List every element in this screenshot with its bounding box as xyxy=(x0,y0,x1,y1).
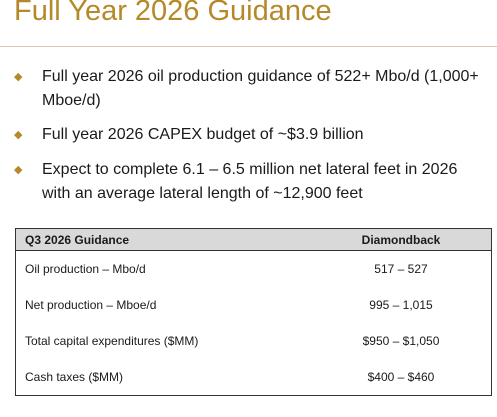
bullet-item: ◆ Full year 2026 CAPEX budget of ~$3.9 b… xyxy=(14,123,484,147)
bullet-text: Expect to complete 6.1 – 6.5 million net… xyxy=(42,161,458,202)
guidance-table: Q3 2026 Guidance Diamondback Oil product… xyxy=(15,228,492,396)
bullet-marker: ◆ xyxy=(14,164,23,176)
row-label: Net production – Mboe/d xyxy=(25,298,157,312)
row-value: $400 – $460 xyxy=(367,370,435,384)
row-value: 517 – 527 xyxy=(374,262,428,276)
bullet-text: Full year 2026 CAPEX budget of ~$3.9 bil… xyxy=(42,126,364,143)
bullet-marker: ◆ xyxy=(14,71,23,83)
row-value: 995 – 1,015 xyxy=(369,298,433,312)
bullet-text: Full year 2026 oil production guidance o… xyxy=(42,68,479,109)
bullet-item: ◆ Expect to complete 6.1 – 6.5 million n… xyxy=(14,158,484,206)
row-value: $950 – $1,050 xyxy=(362,334,440,348)
slide-title: Full Year 2026 Guidance xyxy=(14,0,332,27)
table-row: Net production – Mboe/d 995 – 1,015 xyxy=(16,287,492,323)
title-rule xyxy=(0,46,497,47)
row-label: Total capital expenditures ($MM) xyxy=(25,334,199,348)
table-row: Total capital expenditures ($MM) $950 – … xyxy=(16,323,492,359)
row-label: Cash taxes ($MM) xyxy=(25,370,124,384)
table-row: Oil production – Mbo/d 517 – 527 xyxy=(16,251,492,288)
column-header: Q3 2026 Guidance xyxy=(15,228,311,251)
header-row: Q3 2026 Guidance Diamondback xyxy=(15,228,492,251)
table-row: Cash taxes ($MM) $400 – $460 xyxy=(16,359,492,396)
row-label: Oil production – Mbo/d xyxy=(25,262,146,276)
bullet-marker: ◆ xyxy=(14,129,23,141)
column-header: Diamondback xyxy=(311,228,492,251)
bullet-item: ◆ Full year 2026 oil production guidance… xyxy=(14,65,484,113)
